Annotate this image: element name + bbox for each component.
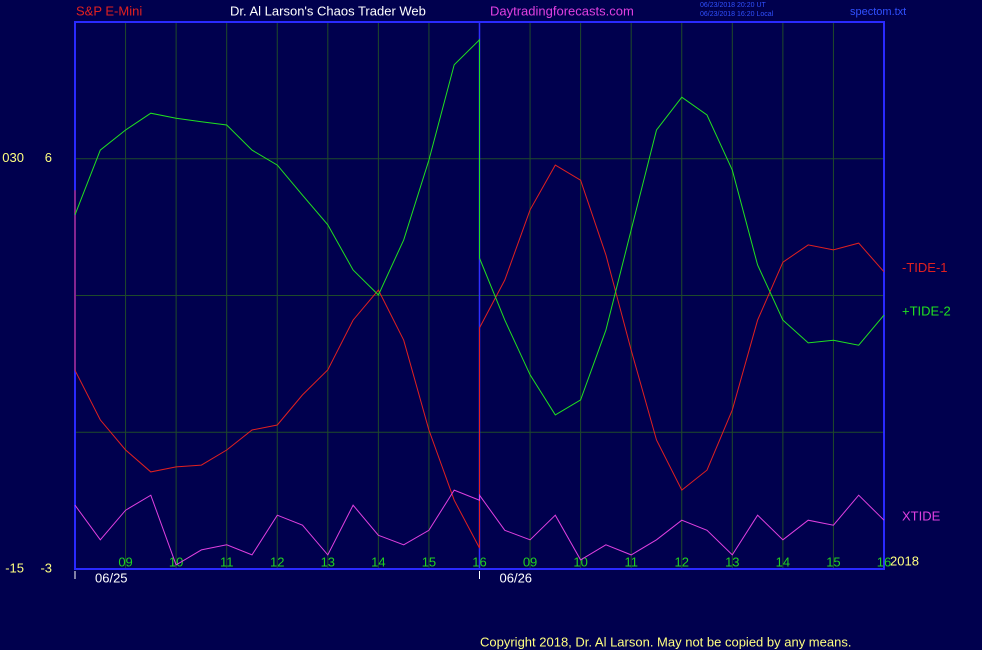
x-tick-label: 16 bbox=[472, 554, 486, 569]
legend-label: +TIDE-2 bbox=[902, 304, 951, 319]
x-tick-label: 12 bbox=[675, 554, 689, 569]
y-tick-label: -3 bbox=[40, 560, 52, 575]
website: Daytradingforecasts.com bbox=[490, 3, 634, 18]
x-tick-label: 11 bbox=[220, 554, 234, 569]
x-tick-label: 13 bbox=[321, 554, 335, 569]
x-tick-label: 15 bbox=[826, 554, 840, 569]
x-tick-label: 14 bbox=[371, 554, 385, 569]
x-tick-label: 16 bbox=[877, 554, 891, 569]
date-label: 06/25 bbox=[95, 570, 128, 585]
y2-tick-label: 030 bbox=[2, 150, 24, 165]
x-tick-label: 10 bbox=[169, 554, 183, 569]
x-tick-label: 09 bbox=[523, 554, 537, 569]
x-tick-label: 15 bbox=[422, 554, 436, 569]
timestamp: 06/23/2018 20:20 UT bbox=[700, 2, 766, 9]
date-label: 06/26 bbox=[500, 570, 533, 585]
timestamp: 06/23/2018 16:20 Local bbox=[700, 11, 774, 18]
chart-title: Dr. Al Larson's Chaos Trader Web bbox=[230, 3, 426, 18]
legend-label: XTIDE bbox=[902, 509, 941, 524]
instrument: S&P E-Mini bbox=[76, 3, 142, 18]
y-tick-label: 6 bbox=[45, 150, 52, 165]
series-line bbox=[74, 489, 885, 566]
x-tick-label: 13 bbox=[725, 554, 739, 569]
series-line bbox=[74, 38, 885, 416]
copyright: Copyright 2018, Dr. Al Larson. May not b… bbox=[480, 634, 851, 649]
y2-tick-label: -15 bbox=[5, 560, 24, 575]
year: 2018 bbox=[890, 553, 919, 568]
x-tick-label: 11 bbox=[624, 554, 638, 569]
legend-label: -TIDE-1 bbox=[902, 260, 948, 275]
x-tick-label: 14 bbox=[776, 554, 790, 569]
file-name: spectom.txt bbox=[850, 6, 906, 18]
x-tick-label: 09 bbox=[118, 554, 132, 569]
series-line bbox=[74, 164, 885, 549]
x-tick-label: 12 bbox=[270, 554, 284, 569]
